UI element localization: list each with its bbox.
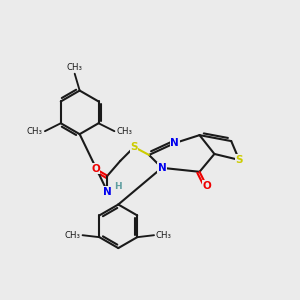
Text: N: N: [158, 163, 166, 173]
Text: S: S: [130, 142, 138, 152]
Text: S: S: [236, 155, 243, 165]
Text: N: N: [170, 138, 179, 148]
Text: CH₃: CH₃: [67, 63, 83, 72]
Text: CH₃: CH₃: [116, 127, 132, 136]
Text: CH₃: CH₃: [64, 231, 81, 240]
Text: O: O: [202, 181, 211, 191]
Text: O: O: [91, 164, 100, 174]
Text: CH₃: CH₃: [156, 231, 172, 240]
Text: CH₃: CH₃: [27, 127, 43, 136]
Text: N: N: [103, 187, 112, 196]
Text: H: H: [115, 182, 122, 191]
